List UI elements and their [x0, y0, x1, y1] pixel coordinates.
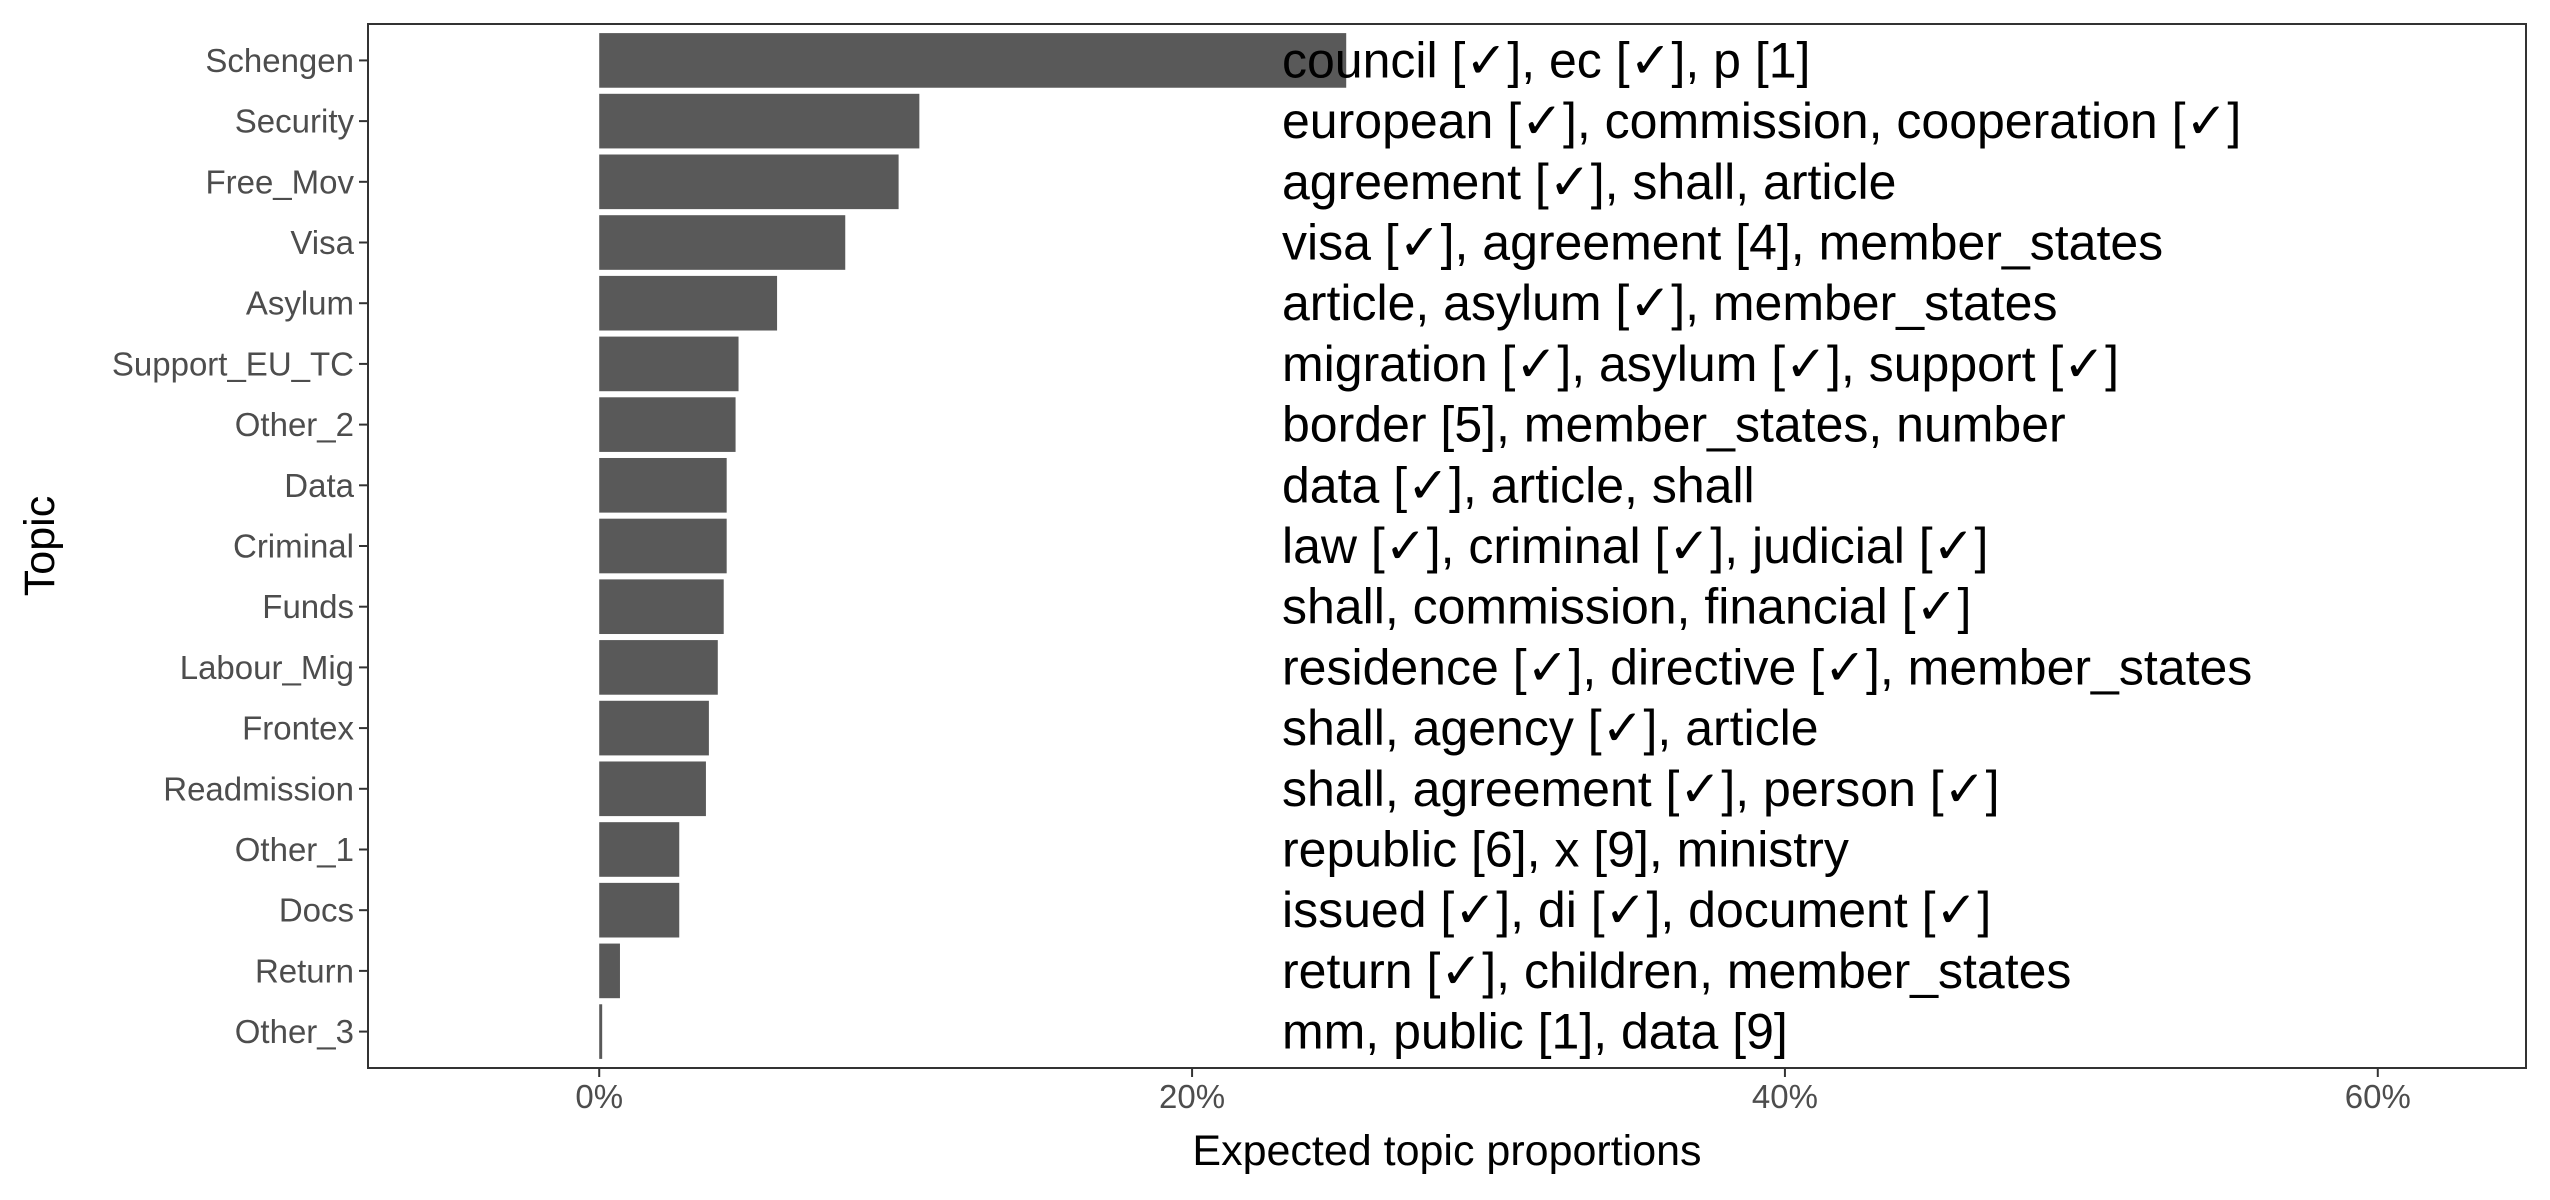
- x-tick-label: 60%: [2345, 1078, 2411, 1115]
- bar-other-1: [599, 822, 680, 877]
- bars-group: [599, 33, 1347, 1059]
- topic-terms-annotation: council [✓], ec [✓], p [1]: [1282, 32, 1810, 88]
- y-tick-label: Data: [284, 467, 354, 504]
- annotations-group: council [✓], ec [✓], p [1]european [✓], …: [1282, 32, 2252, 1059]
- y-tick-label: Frontex: [242, 710, 354, 747]
- bar-docs: [599, 882, 680, 938]
- topic-terms-annotation: article, asylum [✓], member_states: [1282, 275, 2057, 331]
- topic-terms-annotation: data [✓], article, shall: [1282, 457, 1755, 513]
- topic-terms-annotation: border [5], member_states, number: [1282, 397, 2066, 453]
- y-tick-label: Other_2: [235, 406, 354, 443]
- y-tick-label: Asylum: [246, 285, 354, 322]
- bar-frontex: [599, 700, 709, 756]
- y-axis-title: Topic: [16, 496, 64, 596]
- x-tick-label: 40%: [1752, 1078, 1818, 1115]
- topic-terms-annotation: issued [✓], di [✓], document [✓]: [1282, 882, 1991, 938]
- y-tick-label: Security: [235, 103, 355, 140]
- topic-terms-annotation: mm, public [1], data [9]: [1282, 1004, 1788, 1060]
- topic-terms-annotation: residence [✓], directive [✓], member_sta…: [1282, 639, 2252, 695]
- x-axis: 0% 20% 40% 60%: [575, 1068, 2411, 1115]
- y-tick-label: Labour_Mig: [180, 649, 354, 686]
- y-tick-label: Funds: [262, 588, 354, 625]
- y-axis: Schengen Security Free_Mov Visa Asylum Suppor…: [112, 42, 368, 1050]
- bar-return: [599, 943, 620, 999]
- topic-terms-annotation: migration [✓], asylum [✓], support [✓]: [1282, 336, 2119, 392]
- y-tick-label: Other_3: [235, 1013, 354, 1050]
- y-tick-label: Free_Mov: [205, 163, 354, 200]
- bar-funds: [599, 579, 724, 635]
- y-tick-label: Schengen: [205, 42, 354, 79]
- bar-support-eu-tc: [599, 336, 739, 392]
- y-tick-label: Support_EU_TC: [112, 345, 354, 382]
- bar-free-mov: [599, 154, 899, 210]
- topic-terms-annotation: law [✓], criminal [✓], judicial [✓]: [1282, 518, 1988, 574]
- y-tick-label: Readmission: [163, 770, 354, 807]
- bar-other-3: [599, 1004, 603, 1059]
- bar-security: [599, 93, 920, 149]
- topic-terms-annotation: european [✓], commission, cooperation [✓…: [1282, 93, 2241, 149]
- bar-criminal: [599, 518, 727, 574]
- topic-terms-annotation: republic [6], x [9], ministry: [1282, 821, 1849, 877]
- topic-terms-annotation: shall, agency [✓], article: [1282, 700, 1819, 756]
- bar-schengen: [599, 33, 1347, 88]
- y-tick-label: Docs: [279, 892, 354, 929]
- topic-terms-annotation: shall, commission, financial [✓]: [1282, 579, 1971, 635]
- bar-readmission: [599, 761, 706, 817]
- bar-labour-mig: [599, 640, 718, 695]
- topic-terms-annotation: shall, agreement [✓], person [✓]: [1282, 761, 1999, 817]
- bar-other-2: [599, 397, 736, 452]
- bar-data: [599, 457, 727, 513]
- topic-terms-annotation: return [✓], children, member_states: [1282, 943, 2071, 999]
- x-tick-label: 0%: [575, 1078, 623, 1115]
- bar-visa: [599, 215, 846, 270]
- y-tick-label: Return: [255, 952, 354, 989]
- topic-terms-annotation: agreement [✓], shall, article: [1282, 154, 1896, 210]
- bar-asylum: [599, 275, 778, 331]
- x-axis-title: Expected topic proportions: [1192, 1127, 1701, 1175]
- x-tick-label: 20%: [1159, 1078, 1225, 1115]
- y-tick-label: Other_1: [235, 831, 354, 868]
- topic-terms-annotation: visa [✓], agreement [4], member_states: [1282, 215, 2163, 271]
- y-tick-label: Visa: [290, 224, 354, 261]
- y-tick-label: Criminal: [233, 528, 354, 565]
